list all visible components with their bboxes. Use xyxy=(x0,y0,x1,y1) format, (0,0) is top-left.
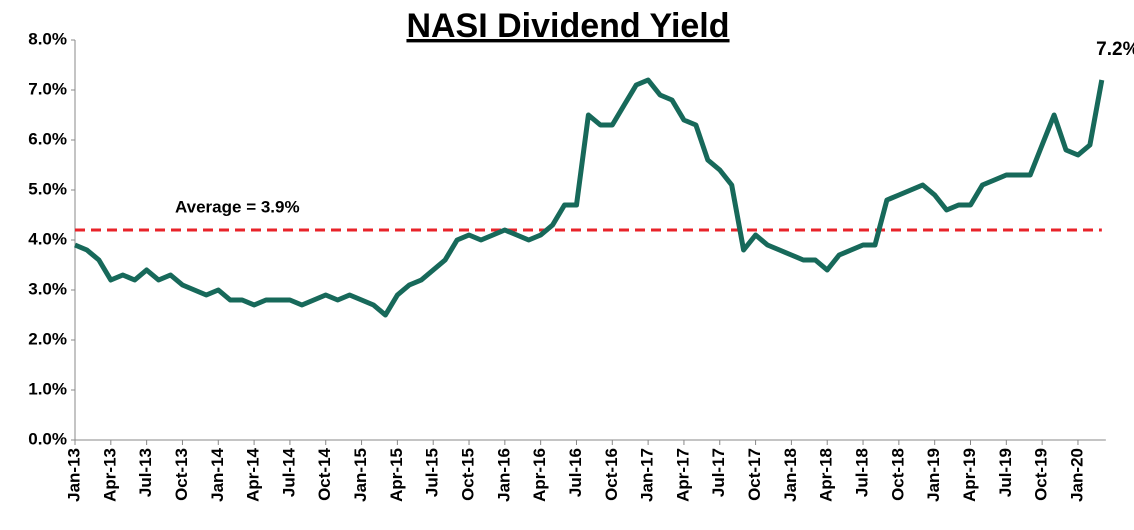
x-tick-label: Jul-18 xyxy=(853,448,872,497)
x-tick-label: Apr-14 xyxy=(244,447,263,501)
y-tick-label: 4.0% xyxy=(28,229,67,248)
y-tick-label: 7.0% xyxy=(28,79,67,98)
x-tick-label: Apr-15 xyxy=(387,448,406,502)
x-tick-label: Jan-17 xyxy=(638,448,657,502)
x-tick-label: Oct-13 xyxy=(172,448,191,501)
line xyxy=(74,77,1105,318)
y-tick-label: 5.0% xyxy=(28,179,67,198)
x-tick-label: Apr-16 xyxy=(530,448,549,502)
y-tick-label: 3.0% xyxy=(28,279,67,298)
x-tick-label: Jul-14 xyxy=(279,447,298,497)
x-tick-label: Oct-19 xyxy=(1032,448,1051,501)
y-tick-label: 2.0% xyxy=(28,329,67,348)
y-tick-label: 1.0% xyxy=(28,379,67,398)
x-tick-label: Apr-19 xyxy=(960,448,979,502)
x-tick-label: Oct-16 xyxy=(602,448,621,501)
x-tick-label: Oct-15 xyxy=(459,448,478,501)
x-tick-label: Jan-13 xyxy=(64,448,83,502)
x-tick-label: Jul-16 xyxy=(566,448,585,497)
x-tick-label: Oct-17 xyxy=(745,448,764,501)
chart-title: NASI Dividend Yield xyxy=(406,7,729,45)
annotation: Average = 3.9% xyxy=(175,197,300,216)
x-tick-label: Apr-13 xyxy=(100,448,119,502)
x-tick-label: Oct-14 xyxy=(315,447,334,500)
x-tick-label: Jan-19 xyxy=(924,448,943,502)
x-tick-label: Jan-20 xyxy=(1067,448,1086,502)
x-tick-label: Jul-13 xyxy=(136,448,155,497)
y-tick-label: 8.0% xyxy=(28,29,67,48)
x-tick-label: Jan-14 xyxy=(208,447,227,501)
y-tick-label: 6.0% xyxy=(28,129,67,148)
x-tick-label: Jan-16 xyxy=(494,448,513,502)
x-tick-label: Jul-19 xyxy=(996,448,1015,497)
x-tick-label: Jul-15 xyxy=(423,448,442,497)
data-label: 7.2% xyxy=(1096,39,1134,60)
x-tick-label: Oct-18 xyxy=(888,448,907,501)
x-tick-label: Apr-17 xyxy=(673,448,692,502)
x-tick-label: Jul-17 xyxy=(709,448,728,497)
x-tick-label: Jan-15 xyxy=(351,448,370,502)
x-tick-label: Jan-18 xyxy=(781,448,800,502)
x-tick-label: Apr-18 xyxy=(817,448,836,502)
y-tick-label: 0.0% xyxy=(28,429,67,448)
